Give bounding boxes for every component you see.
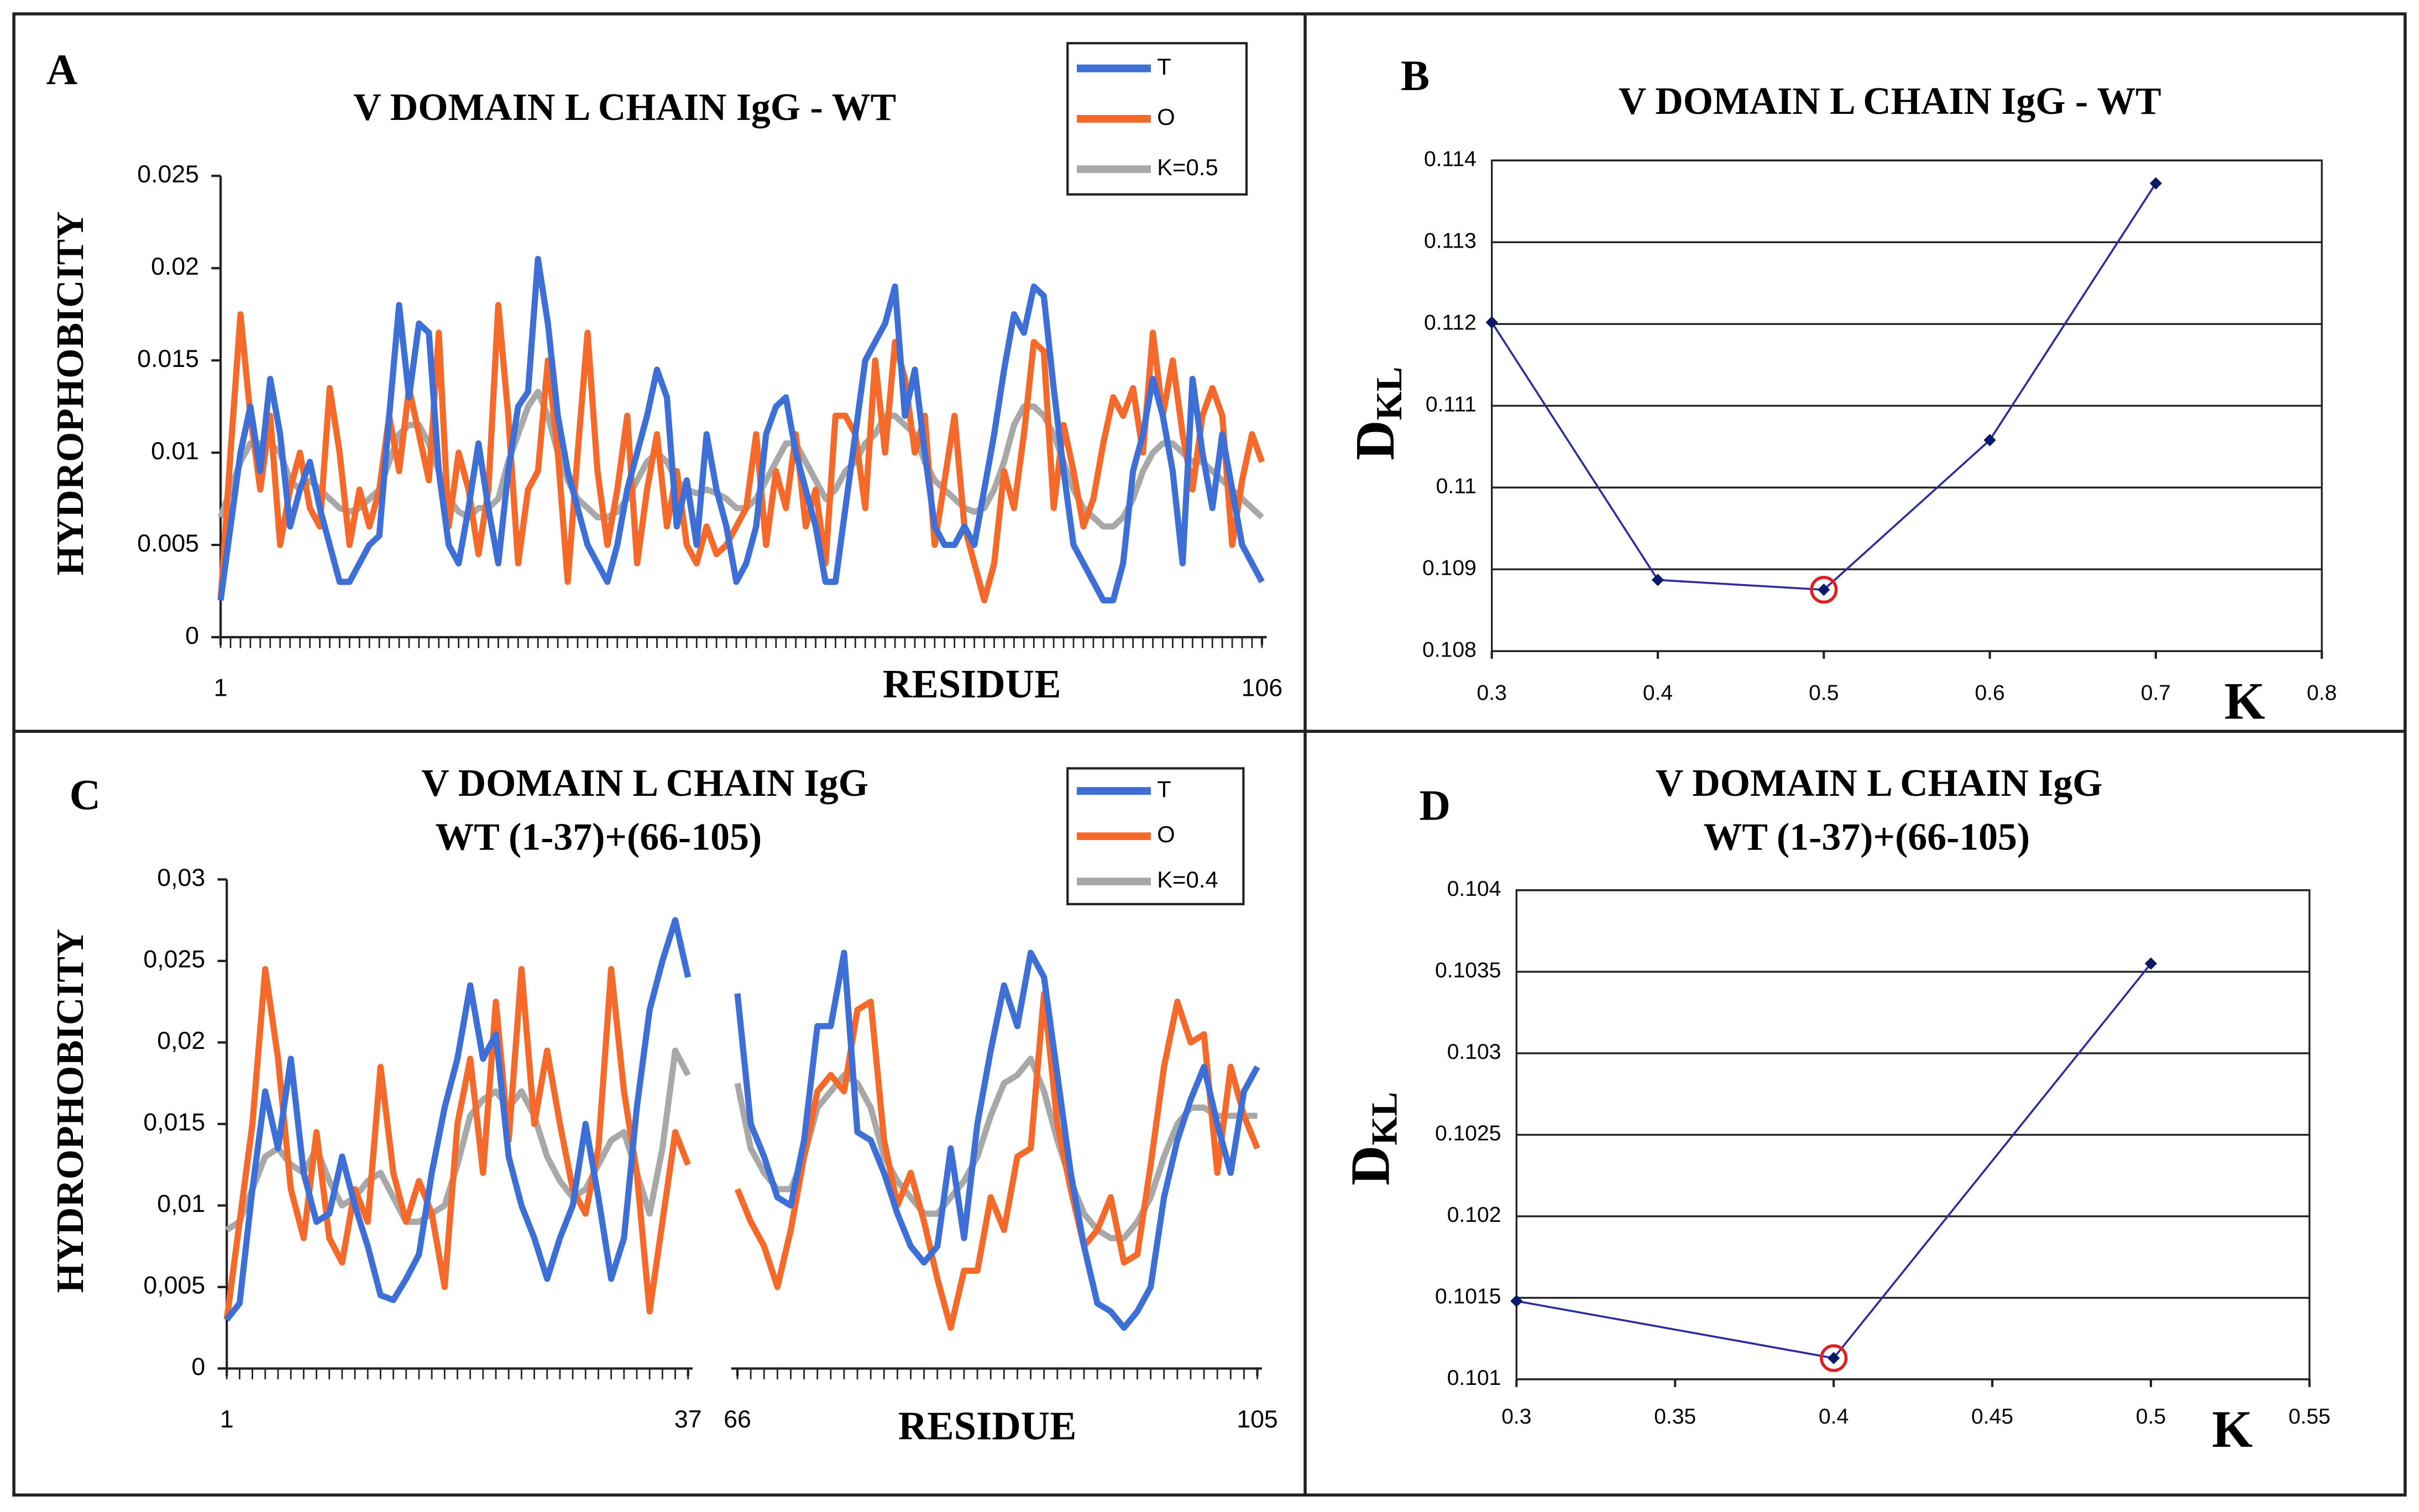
y-axis-label: HYDROPHOBICITY (49, 211, 92, 575)
data-point (1485, 316, 1498, 329)
y-tick-label: 0.1025 (1435, 1122, 1501, 1146)
y-tick-label: 0.104 (1447, 877, 1501, 901)
y-axis-label: HYDROPHOBICITY (49, 929, 92, 1293)
y-tick-label: 0.025 (137, 161, 199, 188)
data-point (1510, 1295, 1523, 1308)
legend-label: T (1157, 776, 1171, 802)
y-tick-label: 0.01 (151, 438, 199, 465)
plot-frame (1515, 889, 2311, 1380)
y-tick-label: 0.103 (1447, 1040, 1501, 1064)
series-line (734, 1056, 1258, 1241)
series-line (734, 949, 1260, 1331)
plot-frame (1491, 159, 2323, 652)
y-tick-label: 0 (191, 1353, 205, 1380)
x-tick-label: 106 (1242, 675, 1283, 702)
x-tick-label: 0.55 (2289, 1405, 2331, 1429)
x-tick-label: 1 (220, 1406, 234, 1433)
series-line (734, 990, 1260, 1331)
y-tick-label: 0.02 (151, 253, 199, 280)
x-tick-label: 0.4 (1819, 1405, 1849, 1429)
series-line (223, 966, 691, 1320)
chart-title: V DOMAIN L CHAIN IgG (1656, 762, 2103, 805)
x-tick-label: 0.3 (1501, 1405, 1531, 1429)
x-axis-label: RESIDUE (883, 662, 1061, 706)
legend-label: K=0.5 (1157, 154, 1218, 180)
y-tick-label: 0.111 (1426, 393, 1476, 417)
legend-label: K=0.4 (1157, 867, 1218, 893)
y-tick-label: 0.101 (1447, 1366, 1501, 1390)
highlight-circle (1810, 576, 1838, 604)
y-axis-label-sub: KL (1369, 367, 1410, 421)
panel-letter: B (1401, 51, 1430, 99)
data-point (1983, 434, 1996, 447)
legend-label: T (1157, 54, 1171, 80)
y-tick-label: 0.113 (1424, 229, 1476, 253)
legend-label: O (1157, 104, 1175, 130)
chart-title: WT (1-37)+(66-105) (436, 816, 762, 859)
x-tick-label: 0.35 (1654, 1405, 1696, 1429)
y-tick-label: 0,015 (143, 1109, 205, 1136)
y-tick-label: 0,025 (143, 946, 205, 973)
highlight-circle (1820, 1344, 1848, 1372)
y-tick-label: 0.112 (1424, 311, 1476, 335)
x-tick-label: 66 (724, 1406, 751, 1433)
series-line (224, 917, 692, 1322)
x-tick-label: 0.7 (2141, 681, 2171, 705)
y-axis-label-main: D (1339, 1145, 1401, 1185)
x-tick-label: 0.8 (2307, 681, 2337, 705)
legend-label: O (1157, 821, 1175, 847)
x-tick-label: 0.5 (2136, 1405, 2166, 1429)
y-axis-label-sub: KL (1364, 1092, 1405, 1146)
x-axis-label: K (2212, 1400, 2253, 1458)
y-tick-label: 0.005 (137, 530, 199, 557)
y-tick-label: 0.1035 (1435, 959, 1501, 983)
y-tick-label: 0,01 (157, 1190, 205, 1217)
chart-title: V DOMAIN L CHAIN IgG (421, 762, 868, 805)
y-tick-label: 0.109 (1422, 556, 1476, 580)
series-line (217, 302, 1265, 603)
y-tick-label: 0.015 (137, 345, 199, 372)
chart-title: V DOMAIN L CHAIN IgG - WT (1619, 80, 2161, 123)
panel-letter: A (46, 45, 77, 93)
x-axis-label: K (2224, 671, 2265, 730)
y-tick-label: 0.108 (1422, 638, 1476, 662)
y-tick-label: 0.102 (1447, 1203, 1501, 1227)
data-point (2149, 177, 2163, 190)
x-tick-label: 105 (1237, 1406, 1278, 1433)
y-axis-label-main: HYDROPHOBICITY (49, 211, 92, 575)
data-point (1828, 1352, 1840, 1364)
y-axis-label-main: D (1344, 420, 1406, 460)
figure-frame (12, 12, 2407, 1497)
y-axis-label: DKL (1339, 1092, 1405, 1185)
x-axis-label: RESIDUE (898, 1404, 1077, 1448)
panel-letter: D (1420, 781, 1451, 830)
y-tick-label: 0,02 (157, 1027, 205, 1054)
x-tick-label: 0.4 (1643, 681, 1673, 705)
x-tick-label: 0.45 (1971, 1405, 2013, 1429)
y-tick-label: 0,005 (143, 1272, 205, 1299)
x-tick-label: 1 (214, 675, 228, 702)
y-axis-label: DKL (1344, 367, 1410, 460)
data-point (2144, 957, 2158, 970)
y-axis-label-main: HYDROPHOBICITY (49, 929, 92, 1293)
chart-title: V DOMAIN L CHAIN IgG - WT (353, 86, 896, 129)
x-tick-label: 0.6 (1975, 681, 2004, 705)
y-tick-label: 0.11 (1436, 475, 1476, 498)
x-tick-label: 37 (674, 1406, 702, 1433)
x-tick-label: 0.5 (1809, 681, 1839, 705)
series-line (217, 255, 1265, 603)
y-tick-label: 0.114 (1424, 148, 1476, 171)
y-tick-label: 0 (185, 622, 199, 649)
y-tick-label: 0.1015 (1435, 1285, 1501, 1309)
y-tick-label: 0,03 (157, 864, 205, 891)
panel-letter: C (70, 770, 101, 818)
chart-title: WT (1-37)+(66-105) (1704, 816, 2030, 859)
x-tick-label: 0.3 (1477, 681, 1507, 705)
